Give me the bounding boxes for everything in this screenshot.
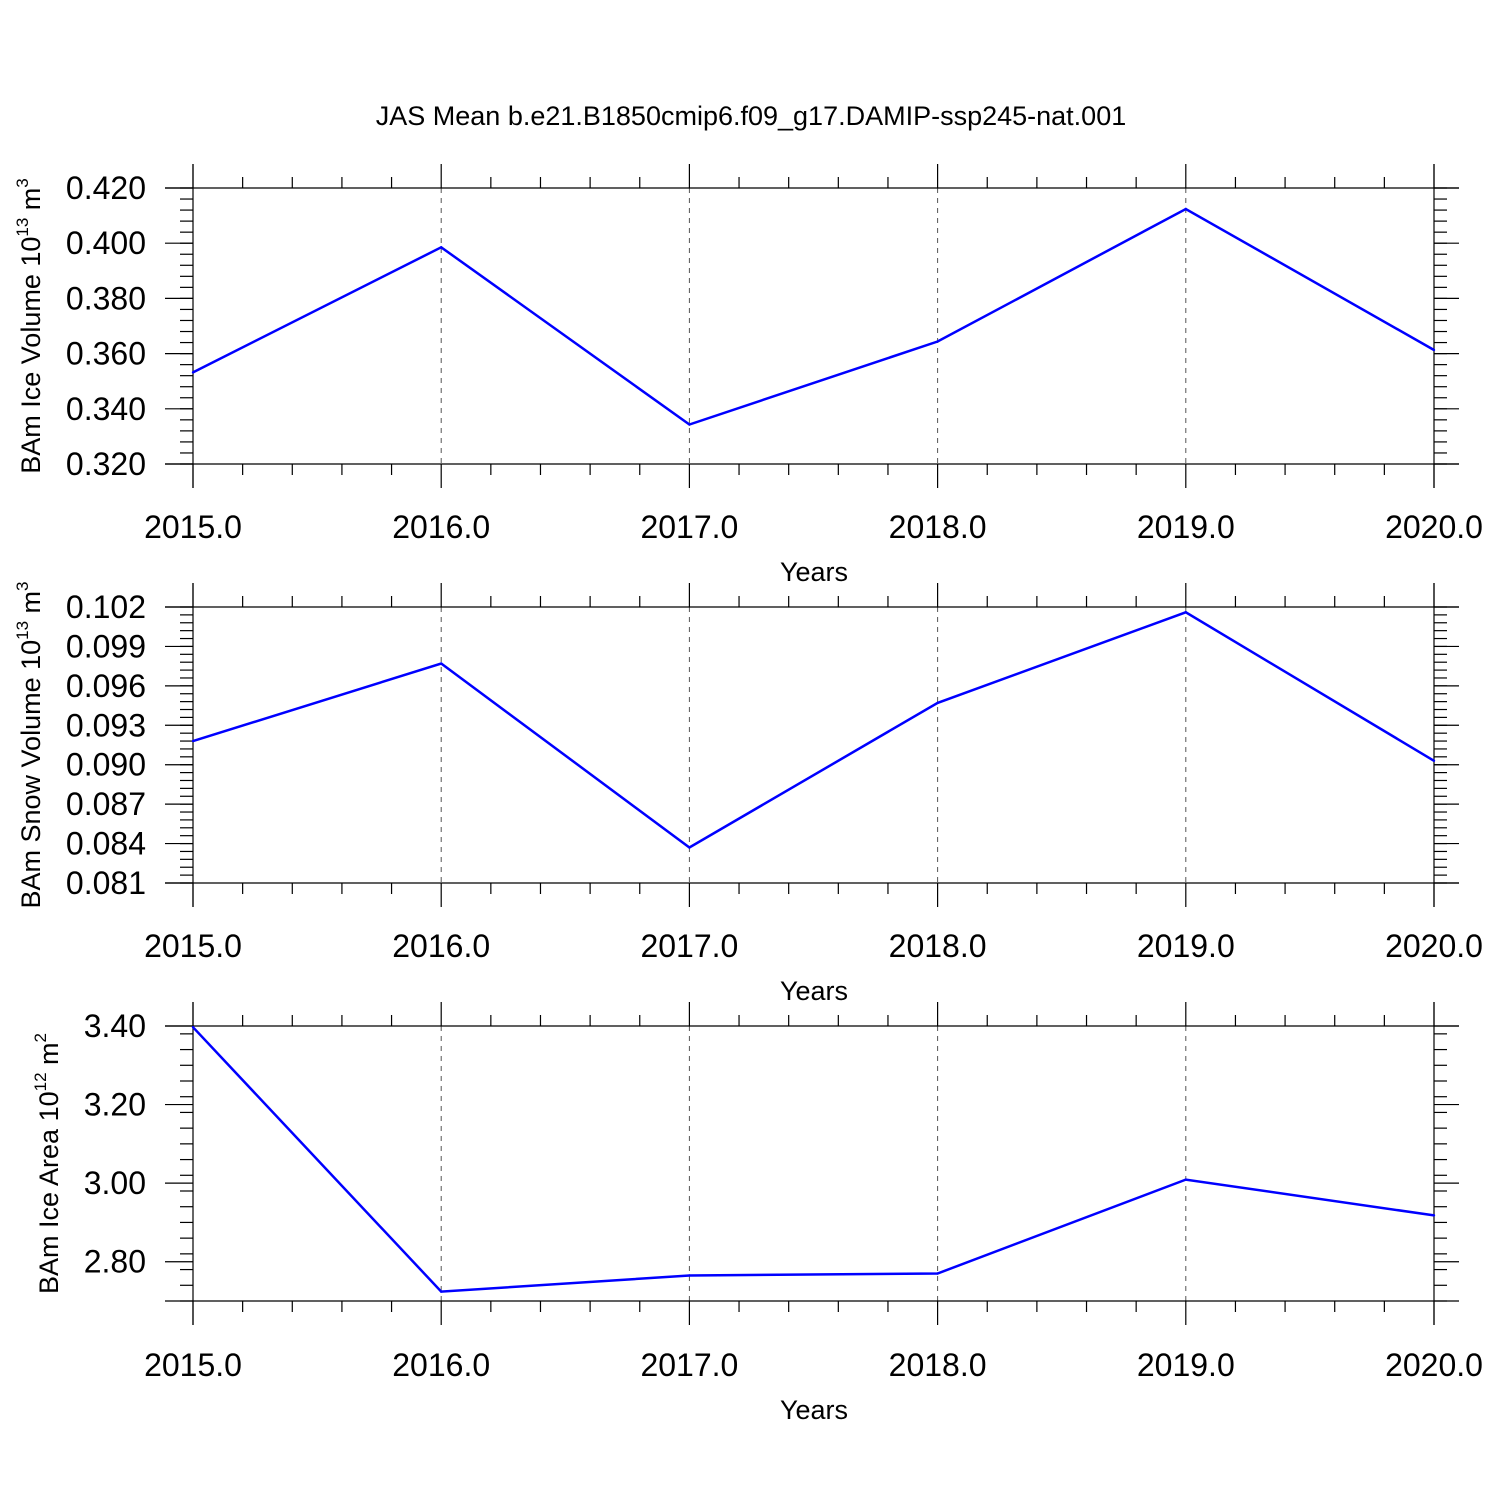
y-tick-label: 3.40 — [84, 1008, 146, 1044]
x-tick-label: 2020.0 — [1385, 509, 1483, 545]
data-point — [1184, 611, 1188, 614]
y-tick-label: 0.340 — [66, 391, 146, 427]
x-tick-label: 2015.0 — [144, 928, 242, 964]
x-tick-label: 2016.0 — [392, 509, 490, 545]
data-point — [1432, 348, 1436, 352]
series-line — [192, 1026, 1435, 1293]
x-tick-label: 2015.0 — [144, 1347, 242, 1383]
series-line — [192, 610, 1435, 849]
y-axis-title: BAm Ice Volume 1013 m3 — [13, 178, 46, 474]
x-tick-label: 2016.0 — [392, 928, 490, 964]
y-axis-title-exponent: 13 — [13, 218, 32, 237]
data-point — [191, 739, 195, 743]
y-tick-label: 0.102 — [66, 589, 146, 625]
panel-1: 0.320 0.340 0.360 0.380 0.400 0.420 2015.0 2016… — [13, 164, 1483, 587]
y-axis-title-unit-exponent: 3 — [13, 581, 32, 590]
data-point — [1184, 1178, 1188, 1181]
y-tick-label: 0.320 — [66, 446, 146, 482]
data-point — [1432, 759, 1436, 762]
x-tick-label: 2018.0 — [889, 1347, 987, 1383]
y-tick-label: 0.081 — [66, 865, 146, 901]
data-point — [688, 846, 691, 849]
panel-3: 2.80 3.00 3.20 3.40 2015.0 2016.0 2017.0 2018.0… — [31, 1002, 1483, 1425]
y-tick-label: 0.099 — [66, 628, 146, 664]
data-point — [936, 701, 939, 705]
x-tick-label: 2020.0 — [1385, 1347, 1483, 1383]
y-axis-title-unit: m — [34, 1042, 64, 1072]
data-point — [688, 423, 691, 426]
data-point — [1184, 207, 1188, 211]
series-line — [192, 207, 1435, 426]
x-tick-label: 2015.0 — [144, 509, 242, 545]
y-tick-label: 0.090 — [66, 747, 146, 783]
data-point — [440, 1290, 443, 1293]
data-point — [1432, 1214, 1436, 1217]
y-axis-title-unit: m — [16, 188, 46, 218]
x-tick-label: 2019.0 — [1137, 1347, 1235, 1383]
figure-title: JAS Mean b.e21.B1850cmip6.f09_g17.DAMIP-… — [376, 101, 1126, 131]
x-tick-label: 2019.0 — [1137, 509, 1235, 545]
y-axis-title: BAm Snow Volume 1013 m3 — [13, 581, 46, 908]
y-tick-label: 0.087 — [66, 786, 146, 822]
data-point — [191, 1025, 195, 1029]
y-tick-label: 0.360 — [66, 336, 146, 372]
x-tick-label: 2017.0 — [640, 509, 738, 545]
panels: 0.320 0.340 0.360 0.380 0.400 0.420 2015.0 2016… — [13, 164, 1483, 1425]
y-tick-label: 0.096 — [66, 668, 146, 704]
y-axis-title-exponent: 12 — [31, 1072, 50, 1091]
y-axis-title-exponent: 13 — [13, 621, 32, 640]
x-tick-label: 2016.0 — [392, 1347, 490, 1383]
x-axis-title: Years — [780, 1395, 848, 1425]
x-tick-label: 2020.0 — [1385, 928, 1483, 964]
y-tick-label: 0.093 — [66, 707, 146, 743]
y-tick-label: 0.400 — [66, 225, 146, 261]
y-axis-title-unit: m — [16, 591, 46, 621]
y-axis-title-text: BAm Ice Volume 10 — [16, 237, 46, 474]
y-tick-label: 0.380 — [66, 280, 146, 316]
y-axis-title: BAm Ice Area 1012 m2 — [31, 1033, 64, 1294]
data-point — [191, 371, 195, 374]
data-point — [440, 246, 443, 249]
y-tick-label: 0.084 — [66, 826, 146, 862]
y-axis-title-unit-exponent: 3 — [13, 178, 32, 187]
data-point — [440, 662, 443, 665]
x-tick-label: 2019.0 — [1137, 928, 1235, 964]
data-point — [936, 340, 939, 343]
x-tick-label: 2017.0 — [640, 1347, 738, 1383]
y-tick-label: 2.80 — [84, 1244, 146, 1280]
x-tick-label: 2018.0 — [889, 509, 987, 545]
y-axis-title-text: BAm Ice Area 10 — [34, 1091, 64, 1294]
x-tick-label: 2017.0 — [640, 928, 738, 964]
y-axis-title-text: BAm Snow Volume 10 — [16, 640, 46, 909]
x-axis-title: Years — [780, 976, 848, 1006]
x-axis-title: Years — [780, 557, 848, 587]
data-point — [936, 1272, 939, 1275]
y-axis-title-unit-exponent: 2 — [31, 1033, 50, 1042]
y-tick-label: 3.00 — [84, 1165, 146, 1201]
y-tick-label: 3.20 — [84, 1087, 146, 1123]
x-tick-label: 2018.0 — [889, 928, 987, 964]
data-point — [688, 1274, 691, 1277]
y-tick-label: 0.420 — [66, 170, 146, 206]
